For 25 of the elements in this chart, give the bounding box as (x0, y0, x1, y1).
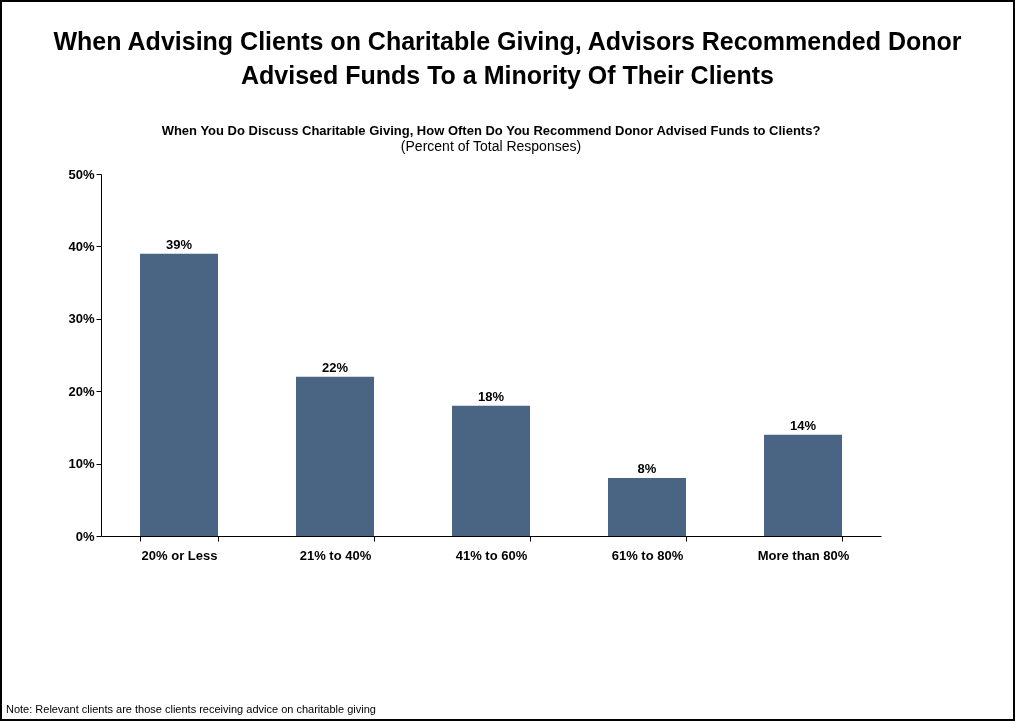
x-tick-label: More than 80% (757, 547, 850, 563)
y-tick-label: 50% (68, 166, 95, 182)
data-label: 18% (477, 388, 505, 404)
bar (764, 434, 842, 536)
text: (Percent of Total Responses) (400, 138, 582, 154)
x-tick-label: 41% to 60% (455, 547, 528, 563)
bar (296, 376, 374, 536)
chart-title: When Advising Clients on Charitable Giving, Advisors Recommended Donor Advised Funds To a Minority Of Their Clients (52, 26, 963, 91)
y-tick-label: 20% (68, 383, 95, 399)
data-label: 8% (637, 461, 657, 477)
y-tick-label: 30% (68, 311, 95, 327)
y-tick-label: 10% (68, 456, 95, 472)
bar (140, 253, 218, 536)
y-tick-label: 0% (75, 528, 95, 544)
data-label: 22% (321, 359, 349, 375)
text: Note: Relevant clients are those clients receiving advice on charitable giving (6, 703, 376, 715)
x-tick-label: 21% to 40% (299, 547, 372, 563)
bar (608, 478, 686, 536)
data-label: 39% (165, 236, 193, 252)
x-tick-label: 61% to 80% (611, 547, 684, 563)
bar (452, 405, 530, 536)
chart-subtitle: When You Do Discuss Charitable Giving, How Often Do You Recommend Donor Advised Funds to Clients? (161, 123, 821, 138)
x-tick-label: 20% or Less (141, 547, 218, 563)
data-label: 14% (789, 417, 817, 433)
y-tick-label: 40% (68, 238, 95, 254)
